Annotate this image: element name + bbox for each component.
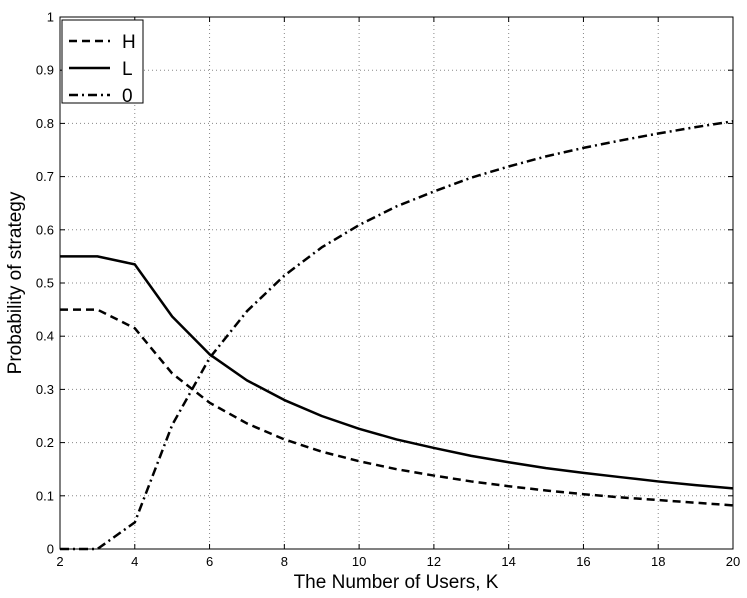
x-tick-label: 10 — [352, 554, 366, 569]
grid — [60, 17, 733, 549]
x-tick-label: 20 — [726, 554, 740, 569]
y-tick-label: 0.8 — [36, 116, 54, 131]
y-axis-label: Probability of strategy — [5, 191, 26, 374]
y-tick-label: 0 — [47, 542, 54, 557]
y-tick-label: 0.4 — [36, 329, 54, 344]
x-tick-label: 18 — [651, 554, 665, 569]
series-layer — [60, 120, 734, 551]
series-line-h — [60, 308, 734, 507]
x-tick-label: 8 — [281, 554, 288, 569]
legend-label: H — [122, 32, 136, 53]
legend-box — [61, 19, 144, 104]
y-tick-label: 0.7 — [36, 169, 54, 184]
y-tick-label: 1 — [47, 10, 54, 25]
y-tick-label: 0.6 — [36, 222, 54, 237]
x-axis-label: The Number of Users, K — [294, 572, 499, 593]
legend-label: L — [122, 59, 133, 80]
y-tick-label: 0.3 — [36, 382, 54, 397]
series-line-l — [60, 255, 734, 490]
x-tick-label: 4 — [131, 554, 138, 569]
x-tick-label: 16 — [576, 554, 590, 569]
legend-label: 0 — [122, 86, 133, 107]
y-tick-label: 0.1 — [36, 488, 54, 503]
y-tick-label: 0.2 — [36, 435, 54, 450]
legend: HL 0 — [61, 19, 144, 107]
series-line-zero — [60, 120, 734, 551]
y-tick-label: 0.9 — [36, 63, 54, 78]
x-tick-label: 2 — [56, 554, 63, 569]
x-tick-label: 6 — [206, 554, 213, 569]
y-tick-label: 0.5 — [36, 276, 54, 291]
x-tick-label: 12 — [427, 554, 441, 569]
x-tick-label: 14 — [501, 554, 515, 569]
